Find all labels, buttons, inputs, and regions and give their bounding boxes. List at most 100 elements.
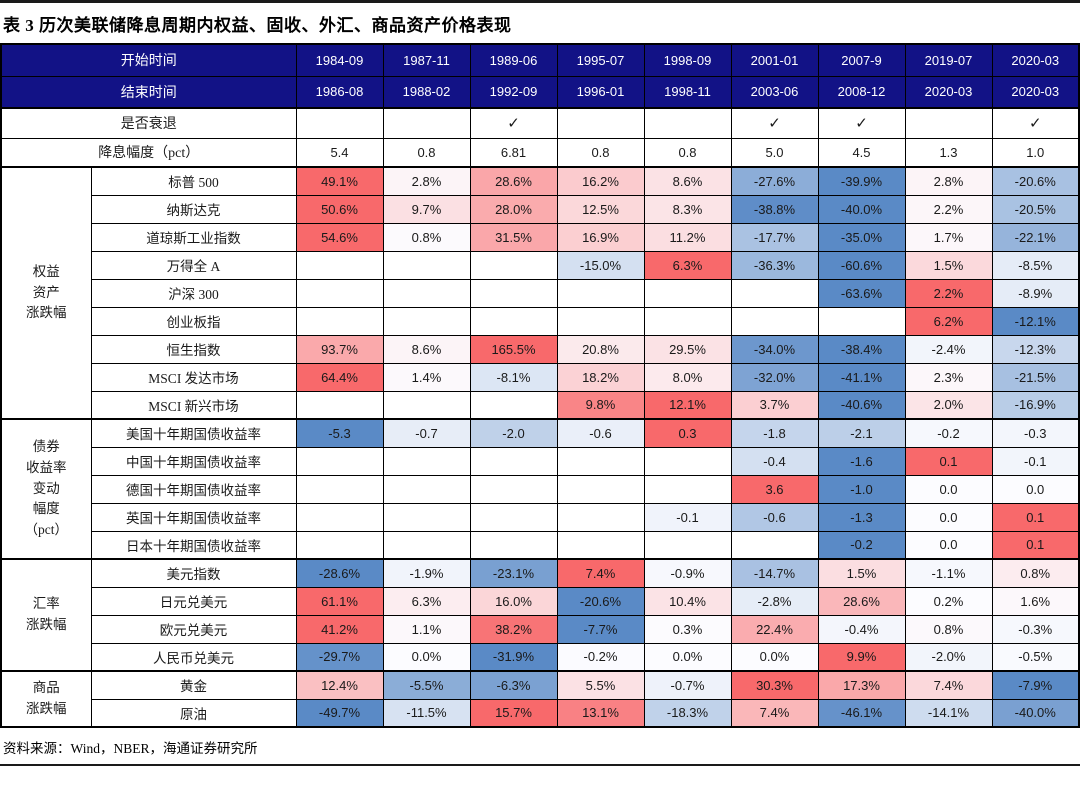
row-label: 日元兑美元 <box>90 586 297 616</box>
value-cell: 6.2% <box>904 306 993 336</box>
value-cell: -40.0% <box>817 194 906 224</box>
value-cell: -60.6% <box>817 250 906 280</box>
rate-cut-value-cell: 1.3 <box>904 137 993 168</box>
value-cell: 0.8% <box>991 558 1080 588</box>
period-end-cell: 2008-12 <box>817 75 906 109</box>
value-cell <box>295 502 384 532</box>
rate-cut-value-cell: 0.8 <box>556 137 645 168</box>
value-cell: -1.3 <box>817 502 906 532</box>
value-cell: 1.5% <box>904 250 993 280</box>
value-cell: -36.3% <box>730 250 819 280</box>
value-cell <box>382 530 471 560</box>
row-label: 纳斯达克 <box>90 194 297 224</box>
recession-check-cell: ✓ <box>991 107 1080 139</box>
value-cell: -20.5% <box>991 194 1080 224</box>
row-label: 中国十年期国债收益率 <box>90 446 297 476</box>
recession-check-cell <box>643 107 732 139</box>
value-cell <box>730 530 819 560</box>
table-row: MSCI 发达市场 64.4% 1.4% -8.1% 18.2% 8.0% -32.0% -4… <box>1 362 1080 392</box>
value-cell: -41.1% <box>817 362 906 392</box>
table-title: 表 3 历次美联储降息周期内权益、固收、外汇、商品资产价格表现 <box>3 16 512 35</box>
value-cell: 0.3 <box>643 418 732 448</box>
value-cell: -14.1% <box>904 698 993 728</box>
section-label-line: 变动 <box>32 480 60 496</box>
section-label-line: 汇率 <box>32 596 60 612</box>
value-cell: -1.9% <box>382 558 471 588</box>
table-row: 商品 涨跌幅 黄金 12.4% -5.5% -6.3% 5.5% -0.7% 30.3% 17.3… <box>0 670 1080 728</box>
value-cell: -5.3 <box>295 418 384 448</box>
value-cell <box>643 446 732 476</box>
section-label: 商品 涨跌幅 <box>0 670 92 728</box>
value-cell: -12.3% <box>991 334 1080 364</box>
period-start-cell: 1987-11 <box>382 43 471 77</box>
value-cell <box>469 530 558 560</box>
value-cell: -40.6% <box>817 390 906 420</box>
value-cell: -0.9% <box>643 558 732 588</box>
value-cell <box>730 278 819 308</box>
value-cell <box>295 474 384 504</box>
period-end-cell: 1992-09 <box>469 75 558 109</box>
period-end-cell: 1996-01 <box>556 75 645 109</box>
table-row: 欧元兑美元 41.2% 1.1% 38.2% -7.7% 0.3% 22.4% -0.4% 0.… <box>1 614 1080 644</box>
asset-performance-table: 开始时间 1984-09 1987-11 1989-06 1995-07 1998-09 2… <box>0 43 1080 728</box>
value-cell: 12.4% <box>295 670 384 700</box>
table-row: 开始时间 1984-09 1987-11 1989-06 1995-07 1998-09 2… <box>0 43 1080 77</box>
value-cell: -1.8 <box>730 418 819 448</box>
value-cell: 17.3% <box>817 670 906 700</box>
value-cell: 1.5% <box>817 558 906 588</box>
value-cell: 7.4% <box>730 698 819 728</box>
value-cell: -1.0 <box>817 474 906 504</box>
value-cell: 16.2% <box>556 166 645 196</box>
value-cell: -34.0% <box>730 334 819 364</box>
row-label: MSCI 新兴市场 <box>90 390 297 420</box>
value-cell: 12.5% <box>556 194 645 224</box>
value-cell: -35.0% <box>817 222 906 252</box>
table-row: 债券 收益率 变动 幅度 （pct） 美国十年期国债收益率 -5.3 -0.7 -2.0 -0.6… <box>0 418 1080 560</box>
value-cell: 13.1% <box>556 698 645 728</box>
table-row: 权益 资产 涨跌幅 标普 500 49.1% 2.8% 28.6% 16.2% 8.6% -27.… <box>0 166 1080 420</box>
value-cell: -39.9% <box>817 166 906 196</box>
value-cell: 22.4% <box>730 614 819 644</box>
value-cell: 16.9% <box>556 222 645 252</box>
value-cell: -0.2 <box>904 418 993 448</box>
value-cell <box>556 278 645 308</box>
table-row: 创业板指 6.2% -12.1% <box>1 306 1080 336</box>
value-cell: -29.7% <box>295 642 384 672</box>
value-cell: 0.8% <box>382 222 471 252</box>
value-cell: 9.7% <box>382 194 471 224</box>
value-cell: 0.0% <box>643 642 732 672</box>
period-start-cell: 1984-09 <box>295 43 384 77</box>
value-cell: 30.3% <box>730 670 819 700</box>
section-label-line: 资产 <box>32 284 60 300</box>
value-cell <box>643 474 732 504</box>
row-label: MSCI 发达市场 <box>90 362 297 392</box>
value-cell: -2.1 <box>817 418 906 448</box>
rate-cut-label: 降息幅度（pct） <box>0 137 297 168</box>
table-row: 人民币兑美元 -29.7% 0.0% -31.9% -0.2% 0.0% 0.0% 9.9% -… <box>1 642 1080 672</box>
value-cell: -38.8% <box>730 194 819 224</box>
table-row: 原油 -49.7% -11.5% 15.7% 13.1% -18.3% 7.4% -46.1%… <box>1 698 1080 728</box>
section-label-line: 权益 <box>32 263 60 279</box>
value-cell: -17.7% <box>730 222 819 252</box>
value-cell: 10.4% <box>643 586 732 616</box>
value-cell: -20.6% <box>991 166 1080 196</box>
table-row: 降息幅度（pct） 5.4 0.8 6.81 0.8 0.8 5.0 4.5 1.3 1.0 <box>0 137 1080 168</box>
period-end-cell: 1998-11 <box>643 75 732 109</box>
table-row: 万得全 A -15.0% 6.3% -36.3% -60.6% 1.5% -8.5% <box>1 250 1080 280</box>
value-cell: -0.2% <box>556 642 645 672</box>
value-cell: -2.4% <box>904 334 993 364</box>
value-cell: 12.1% <box>643 390 732 420</box>
value-cell: -5.5% <box>382 670 471 700</box>
source-note: 资料来源：Wind，NBER，海通证券研究所 <box>3 741 258 756</box>
value-cell: 0.3% <box>643 614 732 644</box>
value-cell: -12.1% <box>991 306 1080 336</box>
value-cell: -28.6% <box>295 558 384 588</box>
value-cell <box>643 278 732 308</box>
rate-cut-value-cell: 6.81 <box>469 137 558 168</box>
value-cell: 64.4% <box>295 362 384 392</box>
rate-cut-value-cell: 5.0 <box>730 137 819 168</box>
value-cell: 1.6% <box>991 586 1080 616</box>
value-cell: -0.7 <box>382 418 471 448</box>
value-cell <box>643 530 732 560</box>
row-label: 美元指数 <box>90 558 297 588</box>
